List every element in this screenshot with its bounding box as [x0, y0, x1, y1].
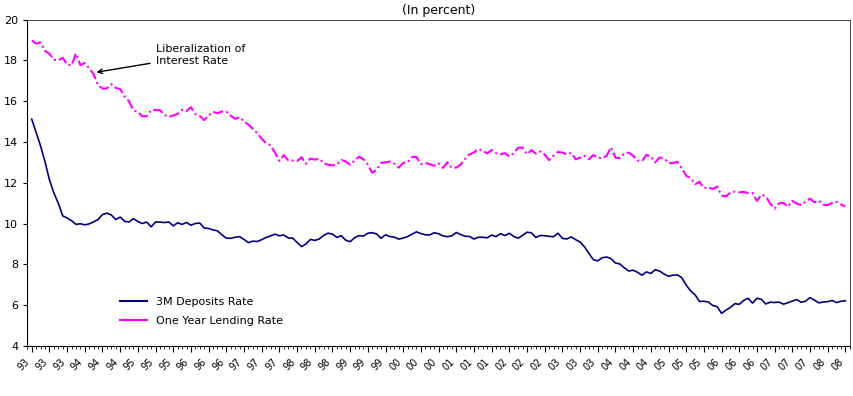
Text: Liberalization of
Interest Rate: Liberalization of Interest Rate — [98, 44, 245, 74]
Legend: 3M Deposits Rate, One Year Lending Rate: 3M Deposits Rate, One Year Lending Rate — [115, 293, 287, 330]
Title: (In percent): (In percent) — [402, 4, 474, 17]
